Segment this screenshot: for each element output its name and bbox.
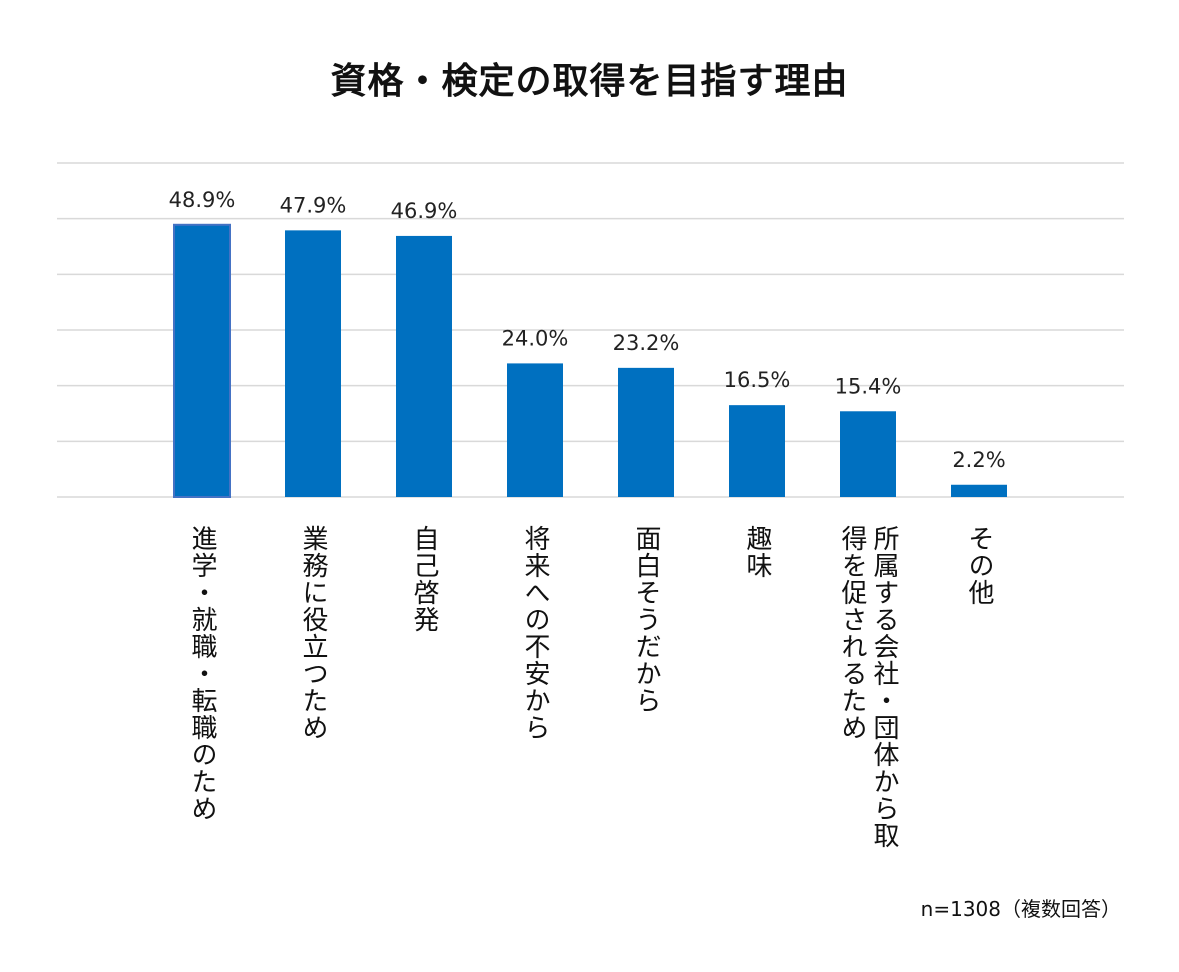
- bar: [840, 411, 896, 497]
- bar: [285, 230, 341, 497]
- category-label: 面白そうだから: [631, 525, 661, 714]
- bar: [507, 363, 563, 497]
- data-label: 46.9%: [391, 199, 458, 223]
- category-label: 趣味: [742, 525, 772, 579]
- data-label: 48.9%: [169, 188, 236, 212]
- data-label: 23.2%: [613, 331, 680, 355]
- category-label: 進学・就職・転職のため: [187, 525, 217, 822]
- category-label: 将来への不安から: [520, 525, 550, 741]
- bar: [173, 223, 231, 498]
- chart-title: 資格・検定の取得を目指す理由: [330, 61, 849, 102]
- bar: [618, 367, 674, 497]
- data-label: 47.9%: [280, 193, 347, 217]
- data-label: 2.2%: [952, 448, 1005, 472]
- bar: [729, 405, 785, 497]
- data-label: 15.4%: [835, 374, 902, 398]
- data-label: 24.0%: [502, 326, 569, 350]
- sample-note: n=1308（複数回答）: [920, 897, 1121, 921]
- category-label: その他: [964, 525, 994, 606]
- bar: [396, 235, 452, 497]
- data-label: 16.5%: [724, 368, 791, 392]
- bar: [951, 484, 1007, 497]
- category-label: 自己啓発: [409, 525, 439, 633]
- category-label: 業務に役立つため: [298, 525, 328, 741]
- category-label: 所属する会社・団体から取得を促されるため: [837, 525, 899, 849]
